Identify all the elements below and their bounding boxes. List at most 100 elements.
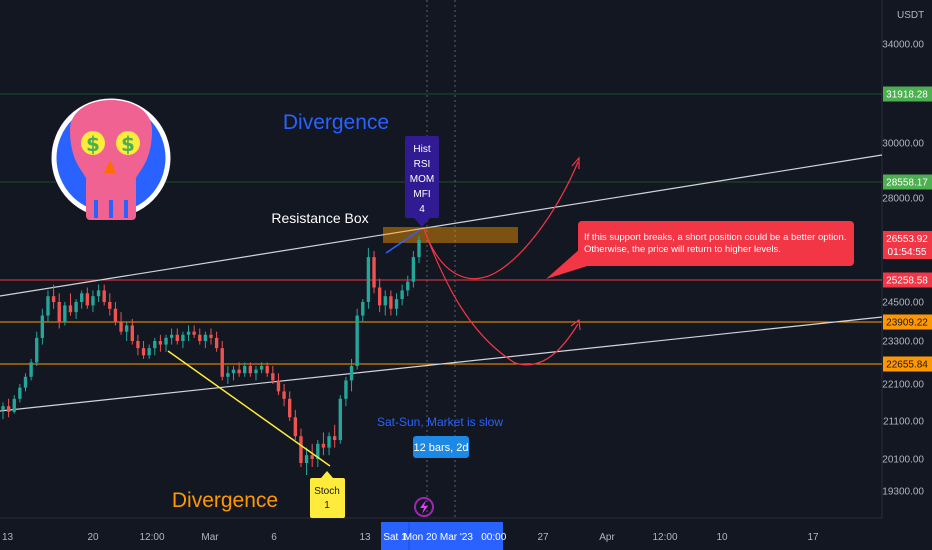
time-tick-7: Apr [599, 532, 615, 543]
hist-label-line-0: Hist [413, 144, 430, 155]
candle-body-12 [68, 305, 73, 313]
time-tick-4: 6 [271, 532, 277, 543]
candle-body-39 [220, 348, 224, 377]
hist-label-line-1: RSI [414, 159, 431, 170]
divergence-label-bottom: Divergence [172, 489, 278, 512]
time-tick-8: 12:00 [652, 532, 677, 543]
candle-body-16 [91, 296, 95, 306]
price-tag-3: 25258.58 [886, 276, 928, 287]
price-tick-0: 34000.00 [882, 40, 924, 51]
candle-body-62 [349, 366, 354, 381]
candle-body-45 [254, 369, 258, 374]
time-cursor-right: Mon 20 Mar '23 00:00 [404, 532, 507, 543]
callout-note[interactable]: If this support breaks, a short position… [578, 221, 854, 266]
price-tag-sub-2: 01:54:55 [888, 247, 927, 258]
candle-body-31 [175, 334, 179, 341]
price-tick-4: 23300.00 [882, 337, 924, 348]
candle-body-63 [355, 315, 359, 367]
lightning-icon[interactable] [414, 497, 434, 517]
candle-body-4 [23, 376, 28, 388]
candle-body-54 [304, 455, 309, 463]
resistance-box[interactable] [383, 227, 518, 243]
hist-label-line-2: MOM [410, 174, 434, 185]
candle-body-61 [344, 380, 348, 399]
candle-body-74 [417, 240, 421, 258]
candle-body-7 [40, 315, 45, 338]
stoch-label[interactable]: Stoch 1 [310, 471, 345, 518]
candle-body-21 [119, 322, 123, 332]
candle-body-41 [231, 369, 236, 374]
candle-body-43 [243, 366, 247, 374]
svg-text:$: $ [121, 132, 135, 156]
price-tag-2: 26553.92 [886, 234, 928, 245]
bars-range-text: 12 bars, 2d [413, 442, 468, 454]
candle-body-18 [102, 290, 106, 302]
price-tag-bg-0 [883, 86, 932, 102]
price-tag-4: 23909.22 [886, 318, 928, 329]
candle-body-56 [316, 443, 320, 459]
candle-body-53 [299, 436, 303, 463]
candle-body-44 [248, 366, 253, 374]
lower-trendline[interactable] [0, 316, 883, 412]
hist-label-line-3: MFI [413, 189, 430, 200]
candle-body-19 [108, 302, 112, 309]
candle-body-35 [198, 334, 202, 341]
divergence-line-bottom[interactable] [167, 350, 331, 467]
stoch-label-line-0: Stoch [314, 486, 340, 497]
price-level-tags: 31918.28 28558.17 26553.92 01:54:55 25258.58… [883, 86, 932, 372]
candle-body-37 [209, 334, 213, 338]
svg-text:$: $ [86, 132, 100, 156]
candle-body-70 [394, 299, 399, 309]
candle-body-26 [147, 348, 151, 356]
price-tick-1: 30000.00 [882, 139, 924, 150]
price-tick-2: 28000.00 [882, 194, 924, 205]
candle-body-46 [259, 366, 264, 370]
candle-body-27 [153, 341, 157, 349]
candle-body-57 [321, 443, 326, 448]
time-tick-6: 27 [537, 532, 549, 543]
candle-body-13 [74, 302, 78, 313]
candle-body-69 [389, 296, 393, 309]
price-tag-bg-3 [883, 272, 932, 288]
price-tick-8: 19300.00 [882, 487, 924, 498]
upper-trendline[interactable] [0, 154, 883, 297]
price-tick-6: 21100.00 [883, 417, 924, 428]
price-tick-3: 24500.00 [882, 298, 924, 309]
time-tick-5: 13 [359, 532, 371, 543]
candle-body-34 [192, 331, 196, 335]
projection-curve-upper[interactable] [423, 161, 579, 280]
price-tag-0: 31918.28 [886, 90, 928, 101]
hist-label-lines: Hist RSI MOM MFI 4 [410, 144, 434, 215]
candle-body-48 [271, 373, 275, 381]
candle-body-71 [400, 290, 404, 300]
candle-body-2 [12, 398, 16, 412]
projection-arrow-upper[interactable] [571, 156, 580, 169]
bars-range-label[interactable]: 12 bars, 2d [413, 436, 469, 458]
projection-curve-lower[interactable] [423, 228, 579, 366]
candle-body-38 [214, 337, 219, 349]
candle-body-33 [186, 331, 191, 335]
candle-body-23 [130, 325, 134, 341]
divergence-line-top[interactable] [385, 229, 421, 254]
candle-body-52 [293, 417, 298, 437]
callout-text: If this support breaks, a short position… [584, 231, 847, 255]
time-tick-9: 10 [716, 532, 728, 543]
hist-rsi-label[interactable]: Hist RSI MOM MFI 4 [405, 136, 439, 227]
candle-body-50 [282, 391, 286, 399]
price-tag-5: 22655.84 [886, 360, 928, 371]
candle-body-64 [361, 302, 365, 316]
price-tag-bg-5 [883, 356, 932, 372]
candle-body-73 [411, 257, 416, 282]
stoch-label-lines: Stoch 1 [314, 486, 340, 511]
axis-currency-label: USDT [897, 10, 924, 21]
candle-body-22 [124, 325, 129, 332]
projection-arrow-lower[interactable] [570, 318, 581, 331]
time-tick-3: Mar [201, 532, 219, 543]
candle-body-55 [310, 455, 314, 459]
candle-body-72 [406, 281, 410, 291]
candle-body-60 [338, 398, 342, 440]
time-axis-ticks: 13 20 12:00 Mar 6 13 27 Apr 12:00 10 17 [2, 532, 819, 543]
candle-body-5 [29, 362, 33, 377]
